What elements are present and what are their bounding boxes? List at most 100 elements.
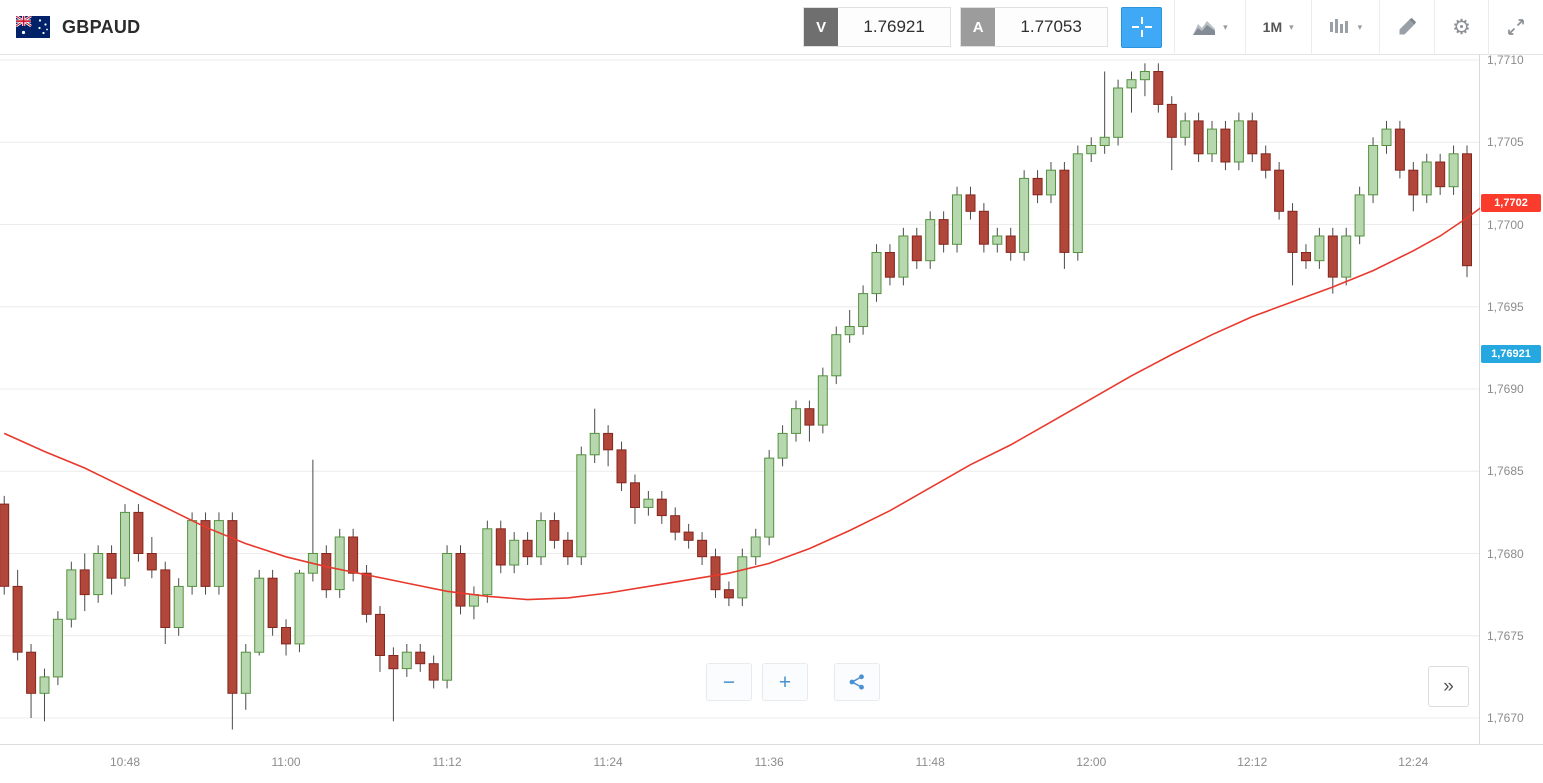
candle-down: [1287, 210, 1298, 253]
share-button[interactable]: [834, 663, 880, 701]
australia-flag-graphic: [16, 16, 50, 38]
candle-down: [26, 651, 37, 694]
zoom-in-button[interactable]: +: [762, 663, 808, 701]
candle-down: [670, 515, 681, 533]
candle-up: [925, 219, 936, 262]
candle-down: [1153, 71, 1164, 105]
candle-down: [616, 449, 627, 484]
candle-up: [66, 569, 77, 620]
candle-up: [401, 651, 412, 670]
time-tick: 11:00: [271, 755, 301, 769]
chart-header: GBPAUD V 1.76921 A 1.77053: [0, 0, 1543, 55]
chart-type-button[interactable]: ▾: [1174, 0, 1245, 55]
crosshair-icon: [1131, 17, 1152, 37]
candle-down: [1274, 169, 1285, 212]
price-tick: 1,7705: [1487, 135, 1524, 150]
time-axis[interactable]: 10:48 11:00 11:12 11:24 11:36 11:48 12:00 12:12…: [0, 744, 1543, 783]
sell-price-value: 1.76921: [838, 8, 951, 46]
candle-up: [1354, 194, 1365, 237]
collapse-panel-button[interactable]: »: [1428, 666, 1469, 707]
candle-up: [1341, 235, 1352, 278]
draw-button[interactable]: [1379, 0, 1434, 55]
candle-down: [549, 520, 560, 541]
candle-down: [428, 663, 439, 681]
timeframe-button[interactable]: 1M ▾: [1244, 0, 1311, 55]
candle-down: [723, 589, 734, 599]
candle-down: [562, 539, 573, 558]
chevron-down-icon: ▾: [1357, 21, 1363, 32]
candle-up: [1113, 87, 1124, 138]
candle-up: [39, 676, 50, 694]
candle-down: [603, 432, 614, 451]
candle-down: [0, 503, 10, 587]
candle-down: [146, 553, 157, 571]
price-axis[interactable]: 1,7710 1,7705 1,7700 1,7695 1,7690 1,7685 1,76…: [1480, 53, 1543, 745]
candle-up: [1448, 153, 1459, 188]
candle-down: [697, 539, 708, 558]
candle-up: [536, 520, 546, 558]
candle-up: [1233, 120, 1244, 163]
candle-up: [334, 536, 345, 591]
candle-down: [804, 408, 815, 426]
candle-down: [281, 627, 291, 645]
candle-up: [1180, 120, 1191, 138]
candle-up: [1421, 161, 1432, 196]
candlestick-chart[interactable]: [0, 55, 1480, 745]
candle-down: [1005, 235, 1016, 253]
buy-label: A: [961, 8, 996, 46]
candle-up: [482, 528, 493, 596]
time-tick: 11:48: [915, 755, 945, 769]
candle-up: [1099, 136, 1110, 147]
candle-up: [509, 539, 520, 566]
buy-quote-button[interactable]: A 1.77053: [960, 7, 1109, 47]
price-badge-last-price: 1,76921: [1481, 345, 1541, 364]
zoom-out-button[interactable]: −: [706, 663, 752, 701]
candle-down: [1059, 169, 1070, 253]
indicators-button[interactable]: ▾: [1310, 0, 1380, 55]
price-tick: 1,7675: [1487, 628, 1524, 643]
sell-quote-button[interactable]: V 1.76921: [803, 7, 952, 47]
price-tick: 1,7710: [1487, 53, 1524, 67]
sell-label: V: [804, 8, 839, 46]
buy-price-value: 1.77053: [995, 8, 1108, 46]
candle-up: [1368, 145, 1379, 196]
candle-down: [1408, 169, 1419, 196]
crosshair-button[interactable]: [1121, 6, 1163, 48]
candle-down: [683, 531, 694, 541]
candle-up: [173, 585, 184, 629]
price-tick: 1,7695: [1487, 299, 1524, 314]
candle-up: [952, 194, 962, 245]
candle-down: [267, 577, 278, 629]
candle-down: [1462, 153, 1472, 267]
candle-up: [576, 454, 587, 558]
candle-down: [1327, 235, 1338, 278]
fullscreen-button[interactable]: [1488, 0, 1543, 55]
time-tick: 11:36: [754, 755, 784, 769]
candle-up: [52, 618, 63, 678]
candle-down: [1260, 153, 1271, 171]
candle-down: [415, 651, 426, 665]
candle-up: [1046, 169, 1056, 196]
candle-up: [1314, 235, 1325, 262]
time-tick: 11:24: [593, 755, 623, 769]
time-tick: 12:00: [1076, 755, 1107, 769]
time-tick: 10:48: [109, 755, 141, 769]
moving-average-line: [3, 207, 1480, 601]
candle-up: [992, 235, 1003, 245]
candle-down: [911, 235, 922, 262]
pencil-icon: [1399, 17, 1417, 35]
area-chart-icon: [1193, 20, 1216, 35]
candle-down: [1301, 252, 1311, 262]
candle-up: [1139, 71, 1150, 81]
candle-down: [455, 553, 466, 607]
candle-up: [1381, 128, 1392, 146]
gbpaud-flag-icon: [16, 16, 50, 38]
chevron-down-icon: ▾: [1289, 21, 1294, 32]
candle-down: [978, 210, 989, 245]
candle-down: [200, 520, 211, 587]
price-tick: 1,7680: [1487, 546, 1524, 561]
expand-arrows-icon: [1508, 19, 1524, 35]
settings-button[interactable]: ⚙: [1434, 0, 1488, 55]
price-tick: 1,7670: [1487, 711, 1524, 725]
candle-down: [1435, 161, 1446, 188]
